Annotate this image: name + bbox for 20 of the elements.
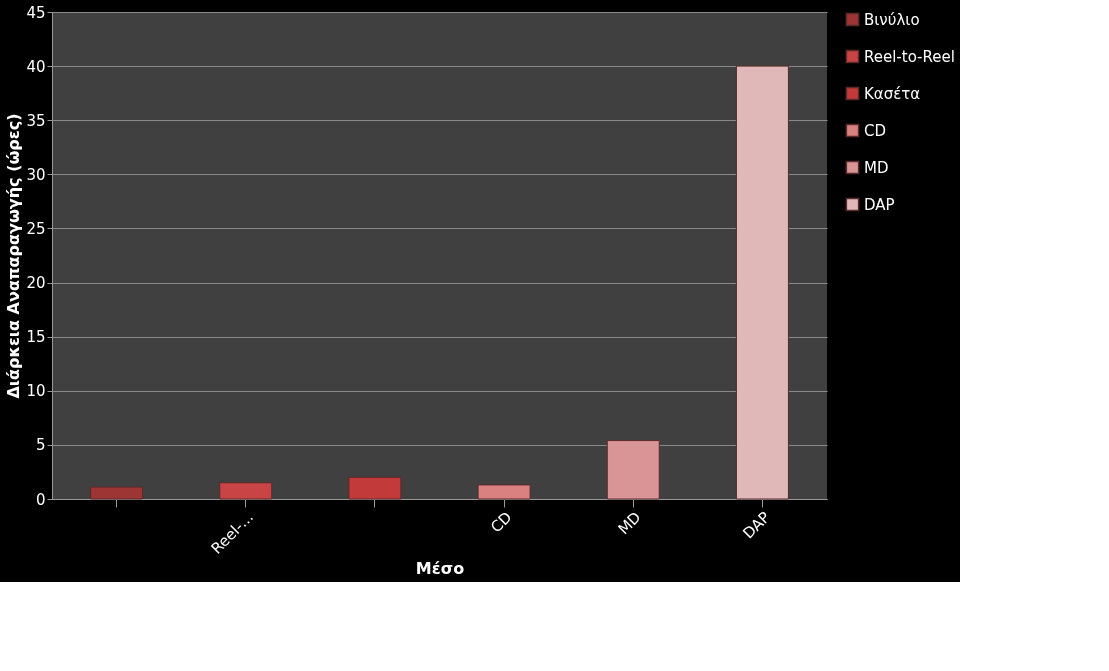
y-tick-label: 10 — [26, 382, 46, 401]
y-tick-label: 0 — [35, 490, 46, 509]
legend-label: Βινύλιο — [864, 10, 920, 29]
legend-label: DAP — [864, 195, 895, 214]
y-tick-label: 45 — [26, 3, 46, 22]
y-tick-label: 5 — [35, 436, 46, 455]
legend-label: Reel-to-Reel — [864, 47, 955, 66]
legend-label: MD — [864, 158, 889, 177]
legend-label: Κασέτα — [864, 84, 921, 103]
x-axis-title: Μέσο — [415, 558, 465, 578]
y-tick-label: 30 — [26, 165, 46, 184]
x-tick-label: CD — [487, 508, 516, 537]
y-tick-label: 35 — [26, 111, 46, 130]
y-tick-label: 25 — [26, 219, 46, 238]
legend-label: CD — [864, 121, 887, 140]
y-tick-label: 20 — [26, 274, 46, 293]
x-tick-label: MD — [614, 508, 645, 539]
y-tick-label: 15 — [26, 328, 46, 347]
y-tick-label: 40 — [26, 57, 46, 76]
y-axis-title: Διάρκεια Αναπαραγωγής (ώρες) — [4, 113, 24, 399]
